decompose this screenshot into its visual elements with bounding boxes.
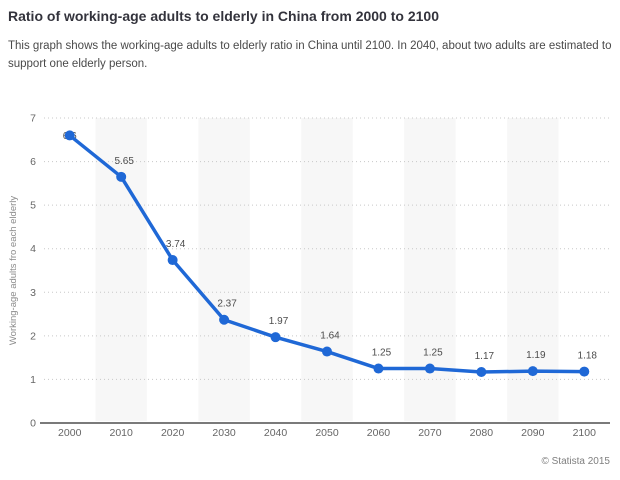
x-tick-label: 2100 [573, 427, 597, 439]
data-point-label: 1.25 [372, 348, 392, 359]
data-point-label: 1.97 [269, 316, 289, 327]
y-tick-label: 4 [30, 243, 36, 255]
x-tick-label: 2030 [212, 427, 236, 439]
column-band [95, 118, 147, 421]
chart-subtitle: This graph shows the working-age adults … [8, 40, 612, 71]
data-point-label: 1.18 [578, 351, 598, 362]
data-point-label: 1.19 [526, 350, 546, 361]
y-tick-label: 1 [30, 374, 36, 386]
data-point[interactable] [424, 363, 435, 374]
y-tick-label: 7 [30, 113, 36, 125]
y-tick-label: 0 [30, 418, 36, 430]
column-band [404, 118, 456, 421]
y-axis-title: Working-age adults fro each elderly [8, 196, 19, 346]
data-point[interactable] [219, 314, 230, 325]
data-point-label: 2.37 [217, 299, 237, 310]
x-tick-label: 2050 [315, 427, 339, 439]
x-tick-label: 2060 [367, 427, 391, 439]
y-tick-label: 5 [30, 200, 36, 212]
data-point-label: 1.17 [475, 351, 495, 362]
data-point-label: 3.74 [166, 239, 186, 250]
data-point[interactable] [270, 332, 281, 343]
y-tick-label: 3 [30, 287, 36, 299]
data-point[interactable] [476, 367, 487, 378]
data-point[interactable] [116, 171, 127, 182]
y-tick-label: 2 [30, 330, 36, 342]
data-point[interactable] [322, 346, 332, 357]
data-point[interactable] [167, 255, 178, 266]
column-band [198, 118, 250, 421]
data-point[interactable] [64, 130, 75, 141]
x-tick-label: 2090 [521, 427, 545, 439]
x-tick-label: 2020 [161, 427, 185, 439]
chart-title: Ratio of working-age adults to elderly i… [8, 8, 439, 24]
data-point-label: 1.64 [320, 331, 340, 342]
data-point[interactable] [373, 363, 384, 374]
data-point-label: 5.65 [114, 156, 134, 167]
column-band [301, 118, 353, 421]
x-tick-label: 2070 [418, 427, 442, 439]
copyright-source: © Statista 2015 [541, 456, 610, 467]
x-tick-label: 2000 [58, 427, 82, 439]
x-tick-label: 2040 [264, 427, 288, 439]
data-point[interactable] [579, 366, 590, 377]
x-tick-label: 2010 [110, 427, 134, 439]
x-tick-label: 2080 [470, 427, 494, 439]
data-point[interactable] [527, 366, 538, 377]
y-tick-label: 6 [30, 156, 36, 168]
data-point-label: 1.25 [423, 348, 443, 359]
